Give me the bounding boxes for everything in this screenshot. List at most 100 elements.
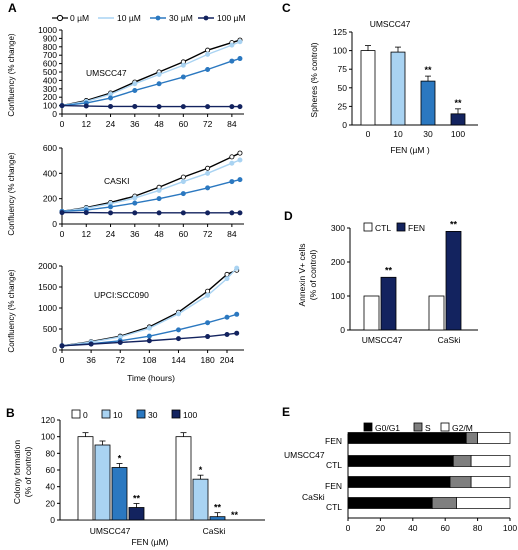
e-xtick-label: 60 <box>440 523 450 533</box>
c-xtick-label: 10 <box>393 129 403 139</box>
e-row-label-4: CTL <box>326 502 342 512</box>
b-ytick-label: 100 <box>41 432 55 442</box>
a-xlabel: Time (hours) <box>127 373 175 383</box>
e-significance-row-3: ** <box>439 478 447 488</box>
point-ten-chart-2 <box>156 187 162 193</box>
e-xtick-label: 20 <box>376 523 386 533</box>
point-hundred-chart-2 <box>83 210 89 216</box>
bar-CaSki-10 <box>192 478 209 521</box>
line-chart-1-ytick-label: 0 <box>52 109 57 119</box>
point-ten-chart-1 <box>156 72 162 78</box>
d-legend-label-fen: FEN <box>408 223 425 233</box>
line-chart-1-ytick-label: 400 <box>43 75 57 85</box>
legend-item-100: 100 µM <box>198 13 246 23</box>
point-thirty-chart-2 <box>205 185 211 191</box>
e-legend-label-g0g1: G0/G1 <box>375 423 400 433</box>
segment-G0/G1-row-1 <box>347 432 467 444</box>
panel-letter-a: A <box>8 1 17 15</box>
line-chart-2-xtick-label: 84 <box>227 229 237 239</box>
b-ytick-label: 60 <box>46 465 56 475</box>
d-ytick-label: 100 <box>331 291 345 301</box>
point-hundred-chart-1 <box>108 103 114 109</box>
point-hundred-chart-3 <box>224 331 230 337</box>
b-ytick-label: 80 <box>46 448 56 458</box>
e-legend-label-g2m: G2/M <box>452 423 473 433</box>
e-xtick-label: 80 <box>473 523 483 533</box>
point-ten-chart-2 <box>132 195 138 201</box>
segment-S-row-1 <box>465 432 478 444</box>
point-hundred-chart-2 <box>229 210 235 216</box>
b-legend-label-0: 0 <box>83 410 88 420</box>
point-thirty-chart-2 <box>132 200 138 206</box>
point-zero-chart-2 <box>205 165 211 171</box>
point-hundred-chart-3 <box>88 341 94 347</box>
c-ytick-label: 25 <box>338 101 348 111</box>
c-ylabel: Spheres (% control) <box>309 42 319 117</box>
point-hundred-chart-3 <box>205 334 211 340</box>
point-thirty-chart-1 <box>237 56 243 62</box>
d-group-caski: CaSki <box>438 335 461 345</box>
e-legend-label-s: S <box>425 423 431 433</box>
line-chart-3-xtick-label: 108 <box>142 355 156 365</box>
line-chart-1-xtick-label: 84 <box>227 119 237 129</box>
line-chart-3-ytick-label: 0 <box>52 345 57 355</box>
point-hundred-chart-2 <box>205 210 211 216</box>
line-chart-1-ytick-label: 600 <box>43 59 57 69</box>
point-thirty-chart-1 <box>108 95 114 101</box>
point-hundred-chart-3 <box>117 339 123 345</box>
panel-letter-c: C <box>282 1 291 15</box>
b-legend-label-30: 30 <box>148 410 158 420</box>
point-thirty-chart-2 <box>229 179 235 185</box>
line-ten-chart-3 <box>61 267 238 347</box>
e-row-label-2: CTL <box>326 460 342 470</box>
legend-label-30: 30 µM <box>169 13 193 23</box>
line-chart-1-ytick-label: 300 <box>43 84 57 94</box>
d-ytick-label: 200 <box>331 257 345 267</box>
point-hundred-chart-1 <box>205 104 211 110</box>
point-ten-chart-3 <box>234 265 240 271</box>
line-chart-1-xtick-label: 24 <box>106 119 116 129</box>
line-chart-3-label: UPCI:SCC090 <box>94 290 149 300</box>
point-thirty-chart-1 <box>132 87 138 93</box>
point-thirty-chart-1 <box>205 66 211 72</box>
c-ytick-label: 0 <box>342 120 347 130</box>
segment-G2/M-row-1 <box>477 432 511 444</box>
c-significance-100: ** <box>454 98 462 108</box>
b-significance-CaSki-30: ** <box>214 503 222 513</box>
point-thirty-chart-1 <box>156 81 162 87</box>
line-chart-3-xtick-label: 204 <box>220 355 234 365</box>
line-chart-3-xtick-label: 144 <box>171 355 185 365</box>
point-ten-chart-2 <box>205 170 211 176</box>
line-chart-2-label: CASKI <box>104 176 130 186</box>
bar-annexin-UMSCC47-FEN <box>380 276 397 331</box>
legend-label-0: 0 µM <box>70 13 89 23</box>
b-significance-CaSki-100: ** <box>231 510 239 520</box>
e-group-umscc47: UMSCC47 <box>284 450 325 460</box>
point-hundred-chart-2 <box>132 210 138 216</box>
line-chart-2-xtick-label: 72 <box>203 229 213 239</box>
point-hundred-chart-2 <box>59 210 65 216</box>
point-hundred-chart-3 <box>59 343 65 349</box>
line-chart-3-xtick-label: 0 <box>60 355 65 365</box>
panel-letter-e: E <box>282 405 290 419</box>
segment-G2/M-row-2 <box>470 455 511 467</box>
bar-CaSki-30 <box>209 516 226 521</box>
point-ten-chart-2 <box>180 179 186 185</box>
segment-S-row-2 <box>452 455 472 467</box>
d-ylabel-1: Annexin V+ cells <box>297 243 307 306</box>
panel-letter-b: B <box>6 406 15 420</box>
b-significance-CaSki-10: * <box>199 465 203 475</box>
point-ten-chart-3 <box>224 276 230 282</box>
d-significance-UMSCC47: ** <box>385 265 393 275</box>
b-ytick-label: 20 <box>46 498 56 508</box>
point-ten-chart-1 <box>132 81 138 87</box>
line-chart-1-xtick-label: 72 <box>203 119 213 129</box>
b-ylabel-2: (% of control) <box>23 447 33 498</box>
line-chart-1-xtick-label: 0 <box>60 119 65 129</box>
point-thirty-chart-2 <box>180 191 186 197</box>
point-thirty-chart-1 <box>229 58 235 64</box>
line-chart-2-ytick-label: 200 <box>43 194 57 204</box>
bar-spheres-30 <box>420 80 436 126</box>
